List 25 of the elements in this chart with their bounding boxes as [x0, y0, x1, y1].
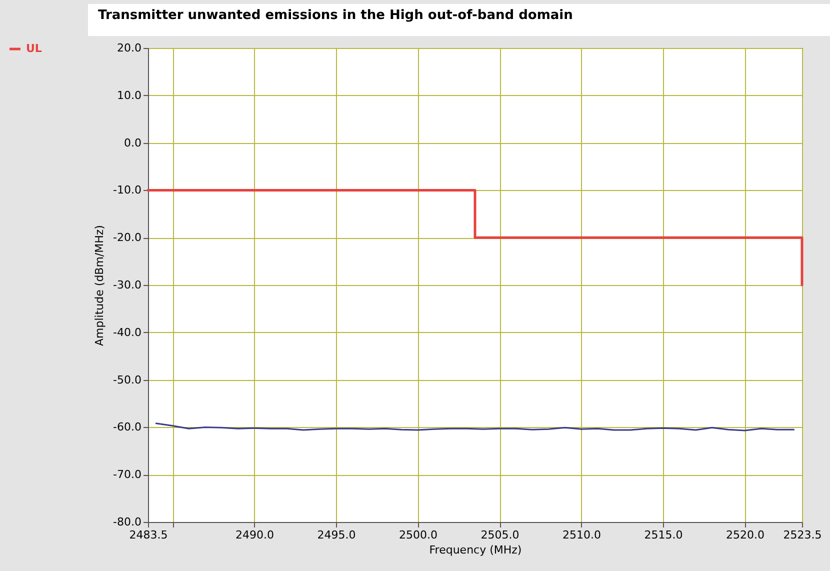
y-tick-label: -20.0: [113, 231, 142, 244]
x-tick-label: 2520.0: [726, 528, 765, 542]
line-series: [155, 422, 795, 432]
x-tick-label: 2500.0: [399, 528, 438, 542]
y-tick-label: -10.0: [113, 184, 142, 197]
y-tick-label: -70.0: [113, 468, 142, 482]
y-axis-title: Amplitude (dBm/MHz): [93, 225, 106, 346]
x-tick-label: 2505.0: [480, 528, 520, 542]
chart-title: Transmitter unwanted emissions in the High out-of-band domain: [98, 8, 573, 23]
x-tick-label: 2515.0: [644, 528, 683, 542]
y-tick-label: 0.0: [124, 136, 142, 150]
x-tick-label: 2490.0: [236, 528, 274, 542]
y-tick-label: -80.0: [113, 516, 142, 528]
y-tick-label: -60.0: [113, 420, 142, 434]
y-tick-label: 10.0: [117, 88, 142, 102]
y-tick-label: -30.0: [113, 278, 142, 292]
x-tick-label: 2483.5: [129, 528, 168, 542]
x-tick-label: 2510.0: [562, 528, 602, 542]
y-tick-label: -50.0: [113, 373, 142, 386]
legend-label: UL: [26, 42, 42, 55]
x-axis-title: Frequency (MHz): [429, 544, 522, 556]
y-tick-label: 20.0: [117, 42, 142, 54]
x-tick-label: 2495.0: [317, 528, 356, 542]
x-tick-label: 2523.5: [783, 528, 822, 542]
y-tick-label: -40.0: [113, 326, 142, 339]
